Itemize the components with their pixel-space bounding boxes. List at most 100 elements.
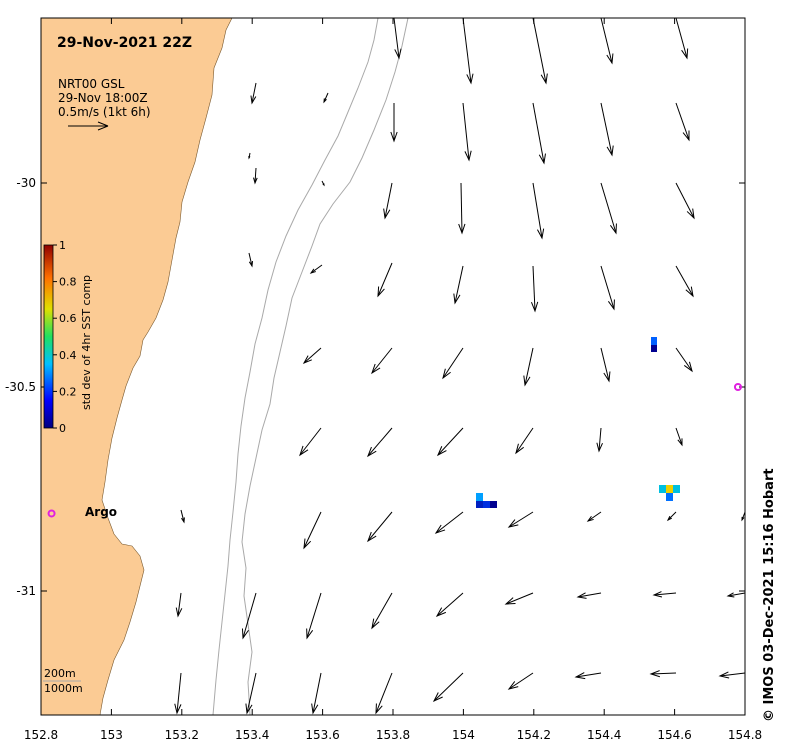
current-vector [586,511,602,522]
current-vector [377,262,393,298]
current-vector [523,347,534,387]
current-vector [174,672,182,715]
argo-float-marker [47,509,56,518]
current-vector [596,427,603,453]
current-vector [507,672,534,690]
current-vector [383,182,393,220]
y-tick-label: -30.5 [5,380,36,394]
colorbar-tick-label: 0 [59,422,66,435]
scale-arrow-head-upper [97,121,109,127]
current-vector [600,17,614,65]
argo-float-markers [47,383,742,518]
colorbar: 0 0.2 0.4 0.6 0.8 1 std dev of 4hr SST comp [43,239,93,435]
imos-credit: © IMOS 03-Dec-2021 15:16 Hobart [762,468,777,722]
contour-legend: 200m 1000m [43,667,83,695]
current-vector [507,511,534,528]
vector-source-label: NRT00 GSL [58,77,125,91]
current-vector [253,167,258,185]
map-title: 29-Nov-2021 22Z [57,35,192,51]
current-vector [504,592,534,605]
x-tick-label: 153.6 [305,728,339,742]
x-tick-label: 154.4 [587,728,621,742]
current-vector [675,17,689,60]
current-vector [367,427,393,458]
x-tick-label: 154.2 [517,728,551,742]
x-tick-label: 153.4 [235,728,269,742]
current-vector [532,102,546,165]
current-vector [248,152,251,160]
contour-1000m-label: 1000m [44,682,83,695]
current-vector [299,427,322,457]
current-vector [675,182,695,220]
x-tick-label: 153.8 [376,728,410,742]
bathymetry-200m-contour [212,18,379,715]
current-vector [574,672,602,680]
current-vector [321,180,325,187]
x-tick-label: 154.6 [657,728,691,742]
colorbar-tick-label: 0.4 [59,349,77,362]
x-tick-label: 153.2 [165,728,199,742]
current-vector [250,82,257,105]
argo-float-marker [733,383,742,391]
current-vector [675,102,690,142]
colorbar-gradient [43,244,54,429]
current-vector [432,672,464,703]
colorbar-label: std dev of 4hr SST comp [80,275,93,410]
current-vector [180,509,185,524]
current-vector [367,511,393,543]
current-vector [435,592,464,618]
current-vector [515,427,534,455]
x-tick-label: 153 [100,728,123,742]
y-tick-label: -31 [16,584,36,598]
coastline-land [40,17,233,716]
colorbar-tick-label: 1 [59,239,66,252]
current-vector [532,182,545,240]
current-vector [741,511,746,522]
current-vector [175,592,183,618]
current-vector [302,347,322,365]
current-vector [375,672,393,715]
current-vector [458,182,466,235]
current-vector [666,511,677,522]
current-vector [530,265,539,313]
vector-scale-info: NRT00 GSL 29-Nov 18:00Z 0.5m/s (1kt 6h) [58,77,151,131]
current-vector [576,592,602,599]
current-vector [462,102,472,162]
current-vector [600,347,611,383]
current-vector [306,592,322,640]
current-vector [718,671,746,679]
bathymetry-1000m-contour [241,18,409,715]
current-vector [434,511,464,534]
current-vector [371,347,393,375]
current-vector [311,672,322,715]
y-tick-label: -30 [16,176,36,190]
current-vectors [174,17,746,715]
current-vector [453,265,464,305]
current-vector [600,102,614,157]
vector-time-label: 29-Nov 18:00Z [58,91,148,105]
argo-label: Argo [85,505,117,519]
current-vector [675,347,693,373]
current-vector [393,17,402,60]
current-vector [436,427,464,457]
current-vector [726,592,746,598]
current-vector [532,17,548,85]
current-vector [652,591,677,598]
current-vector [245,672,257,715]
current-vector [675,265,694,298]
scale-arrow-head-lower [97,125,109,131]
current-vector [600,265,615,311]
current-vector [600,182,617,235]
current-vector [390,103,398,143]
colorbar-tick-label: 0.6 [59,312,77,325]
contour-200m-label: 200m [44,667,76,680]
colorbar-tick-label: 0.8 [59,276,77,289]
current-vector [371,592,393,630]
current-vector [649,670,677,678]
current-vector [462,17,474,85]
vector-scale-label: 0.5m/s (1kt 6h) [58,105,151,119]
x-tick-label: 154.8 [728,728,762,742]
x-tick-label: 152.8 [24,728,58,742]
current-vector [442,347,464,380]
